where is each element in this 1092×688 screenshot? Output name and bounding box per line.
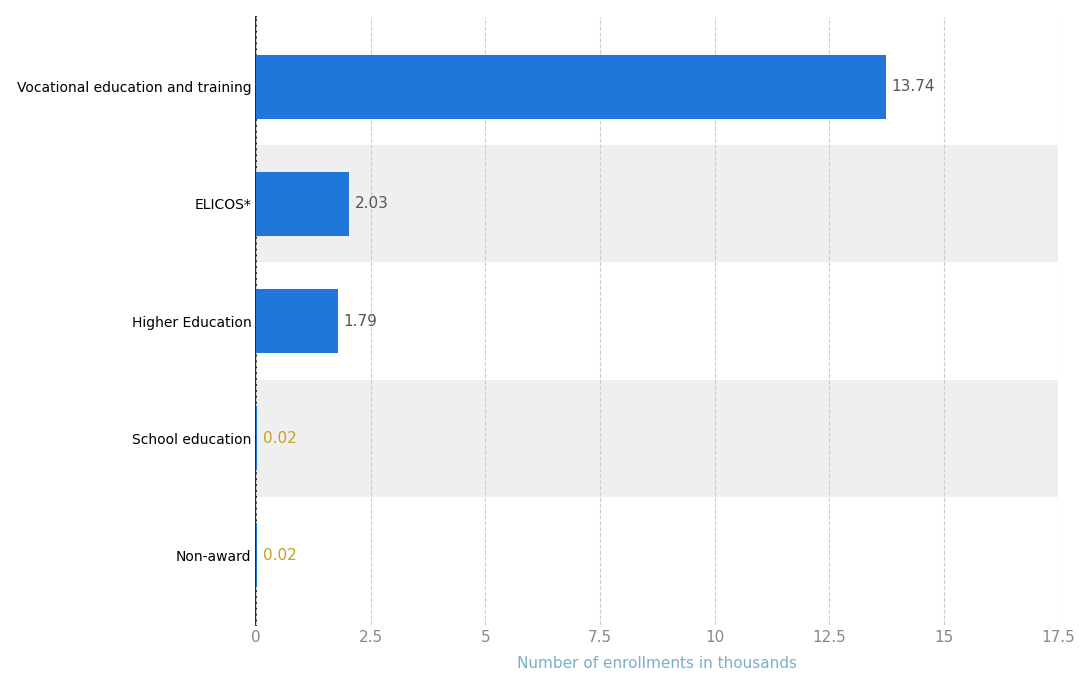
Bar: [257, 263, 1058, 380]
Bar: [257, 289, 339, 353]
Bar: [257, 28, 1058, 145]
Text: 0.02: 0.02: [262, 548, 296, 563]
Text: 2.03: 2.03: [355, 197, 389, 211]
X-axis label: Number of enrollments in thousands: Number of enrollments in thousands: [518, 656, 797, 671]
Text: 13.74: 13.74: [891, 79, 935, 94]
Bar: [257, 497, 1058, 614]
Bar: [257, 145, 1058, 263]
Bar: [257, 55, 886, 119]
Text: 0.02: 0.02: [262, 431, 296, 446]
Bar: [257, 172, 349, 236]
Bar: [257, 380, 1058, 497]
Text: 1.79: 1.79: [344, 314, 378, 328]
